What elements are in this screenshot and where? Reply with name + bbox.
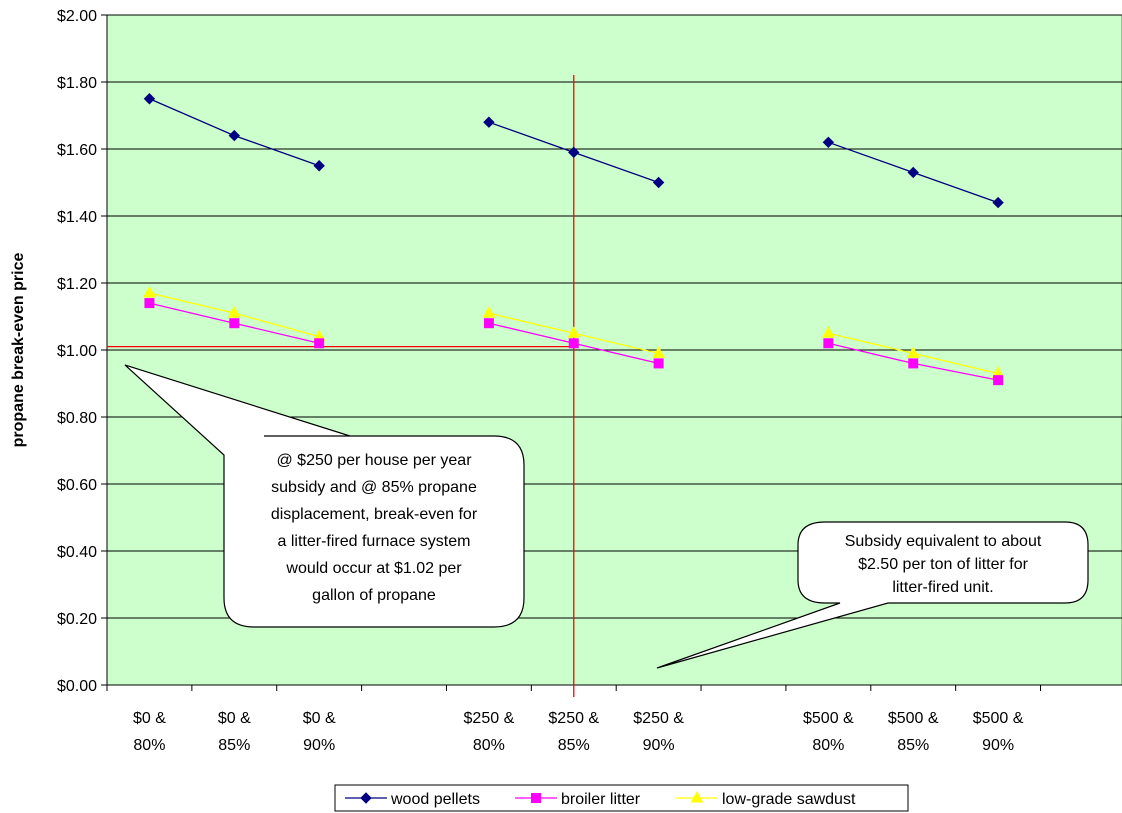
data-point [652, 176, 665, 189]
y-tick-label: $1.20 [57, 276, 97, 293]
callout-left-text: @ $250 per house per year subsidy and @ 8… [271, 452, 478, 604]
series-wood-pellets [143, 93, 1004, 209]
data-point [568, 146, 580, 159]
x-tick-label: $0 & 80% [133, 710, 166, 754]
y-tick-label: $2.00 [57, 8, 97, 25]
data-point [822, 326, 835, 338]
y-tick-label: $1.00 [57, 343, 97, 360]
legend-item: low-grade sawdust [676, 790, 856, 808]
data-point [907, 166, 919, 179]
data-point [993, 375, 1004, 386]
y-tick-label: $0.20 [57, 611, 97, 628]
data-point [483, 318, 494, 329]
legend-marker [690, 790, 704, 803]
y-tick-label: $0.60 [57, 477, 97, 494]
data-point [229, 318, 240, 329]
y-tick-label: $0.80 [57, 410, 97, 427]
data-point [568, 338, 579, 349]
data-point [653, 358, 664, 369]
data-point [908, 358, 919, 369]
data-point [823, 338, 834, 349]
data-point [483, 116, 495, 128]
data-point [567, 326, 581, 338]
y-tick-label: $1.80 [57, 75, 97, 92]
legend-marker [531, 793, 541, 803]
callout-right-text: Subsidy equivalent to about $2.50 per ton… [845, 533, 1042, 596]
x-tick-label: $250 & 85% [548, 710, 599, 754]
legend-box [334, 784, 909, 812]
data-point [227, 306, 241, 318]
x-tick-label: $500 & 85% [888, 710, 939, 754]
data-point [992, 196, 1004, 209]
data-point [144, 298, 155, 309]
data-point [143, 286, 156, 298]
y-tick-label: $1.40 [57, 209, 97, 226]
series [143, 93, 1005, 386]
x-tick-label: $250 & 80% [464, 710, 515, 754]
y-tick-label: $0.00 [57, 678, 97, 695]
legend-label: broiler litter [561, 791, 641, 808]
legend-label: low-grade sawdust [722, 791, 856, 808]
axes: $0.00 $0.20 $0.40 $0.60 $0.80 $1.00 $1.20 $1.40… [57, 8, 1122, 754]
callout-left: @ $250 per house per year subsidy and @ 8… [124, 364, 525, 628]
legend-item: wood pellets [345, 791, 480, 808]
data-point [822, 136, 835, 149]
x-tick-label: $0 & 90% [303, 710, 336, 754]
reference-lines [107, 75, 575, 697]
data-point [482, 306, 496, 318]
x-tick-label: $0 & 85% [218, 710, 251, 754]
data-point [313, 160, 325, 172]
series-broiler-litter [144, 298, 1004, 386]
data-point [314, 338, 325, 349]
data-point [906, 346, 920, 358]
callout-right: Subsidy equivalent to about $2.50 per ton… [656, 521, 1089, 669]
y-axis-label: propane break-even price [10, 253, 27, 448]
data-point [652, 346, 665, 358]
x-tick-label: $250 & 90% [633, 710, 684, 754]
data-point [143, 93, 156, 105]
y-tick-label: $0.40 [57, 544, 97, 561]
legend-marker [360, 792, 372, 804]
x-tick-label: $500 & 80% [803, 710, 854, 754]
legend-label: wood pellets [390, 791, 480, 808]
legend-item: broiler litter [515, 791, 641, 808]
series-low-grade-sawdust [143, 286, 1005, 378]
y-tick-label: $1.60 [57, 142, 97, 159]
data-point [228, 129, 241, 142]
x-tick-label: $500 & 90% [973, 710, 1024, 754]
legend: wood pellets broiler litter low-grade sawd… [334, 784, 909, 812]
